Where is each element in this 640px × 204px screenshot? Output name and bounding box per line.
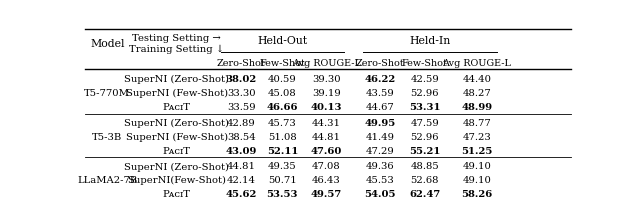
Text: SuperNI (Zero-Shot): SuperNI (Zero-Shot) (124, 162, 229, 171)
Text: 40.13: 40.13 (311, 103, 342, 112)
Text: LLaMA2-7B: LLaMA2-7B (77, 175, 138, 184)
Text: 47.23: 47.23 (463, 132, 491, 141)
Text: Held-In: Held-In (409, 36, 451, 46)
Text: 39.30: 39.30 (312, 75, 341, 84)
Text: SuperNI(Few-Shot): SuperNI(Few-Shot) (127, 175, 226, 185)
Text: 50.71: 50.71 (268, 175, 297, 184)
Text: 53.53: 53.53 (267, 189, 298, 198)
Text: 45.08: 45.08 (268, 89, 297, 98)
Text: 51.08: 51.08 (268, 132, 297, 141)
Text: 55.21: 55.21 (409, 146, 440, 155)
Text: 49.35: 49.35 (268, 162, 297, 171)
Text: 58.26: 58.26 (461, 189, 492, 198)
Text: 47.29: 47.29 (365, 146, 394, 155)
Text: 51.25: 51.25 (461, 146, 493, 155)
Text: 33.30: 33.30 (227, 89, 255, 98)
Text: 42.59: 42.59 (410, 75, 439, 84)
Text: 49.57: 49.57 (311, 189, 342, 198)
Text: 47.60: 47.60 (311, 146, 342, 155)
Text: 49.10: 49.10 (462, 175, 492, 184)
Text: 38.54: 38.54 (227, 132, 255, 141)
Text: Avg ROUGE-L: Avg ROUGE-L (292, 59, 361, 68)
Text: PᴀᴄɪT: PᴀᴄɪT (163, 146, 191, 155)
Text: 43.09: 43.09 (225, 146, 257, 155)
Text: 41.49: 41.49 (365, 132, 395, 141)
Text: 46.43: 46.43 (312, 175, 341, 184)
Text: Model: Model (90, 39, 125, 49)
Text: 52.68: 52.68 (410, 175, 439, 184)
Text: SuperNI (Zero-Shot): SuperNI (Zero-Shot) (124, 118, 229, 127)
Text: 40.59: 40.59 (268, 75, 297, 84)
Text: 52.11: 52.11 (267, 146, 298, 155)
Text: 54.05: 54.05 (364, 189, 396, 198)
Text: 47.08: 47.08 (312, 162, 341, 171)
Text: SuperNI (Few-Shot): SuperNI (Few-Shot) (125, 89, 228, 98)
Text: Zero-Shot: Zero-Shot (217, 59, 266, 68)
Text: 44.81: 44.81 (227, 162, 256, 171)
Text: 46.66: 46.66 (267, 103, 298, 112)
Text: T5-770M: T5-770M (84, 89, 130, 98)
Text: 48.99: 48.99 (461, 103, 492, 112)
Text: 52.96: 52.96 (410, 132, 439, 141)
Text: Few-Shot: Few-Shot (402, 59, 447, 68)
Text: 48.77: 48.77 (463, 118, 491, 127)
Text: 62.47: 62.47 (409, 189, 440, 198)
Text: 43.59: 43.59 (365, 89, 394, 98)
Text: 48.85: 48.85 (410, 162, 439, 171)
Text: 42.14: 42.14 (227, 175, 256, 184)
Text: 49.10: 49.10 (462, 162, 492, 171)
Text: PᴀᴄɪT: PᴀᴄɪT (163, 103, 191, 112)
Text: 46.22: 46.22 (364, 75, 396, 84)
Text: 33.59: 33.59 (227, 103, 255, 112)
Text: 44.67: 44.67 (365, 103, 394, 112)
Text: Testing Setting →
Training Setting ↓: Testing Setting → Training Setting ↓ (129, 34, 224, 54)
Text: SuperNI (Zero-Shot): SuperNI (Zero-Shot) (124, 75, 229, 84)
Text: 42.89: 42.89 (227, 118, 255, 127)
Text: 45.62: 45.62 (225, 189, 257, 198)
Text: T5-3B: T5-3B (92, 132, 122, 141)
Text: 44.81: 44.81 (312, 132, 341, 141)
Text: 53.31: 53.31 (409, 103, 440, 112)
Text: 44.31: 44.31 (312, 118, 341, 127)
Text: Zero-Shot: Zero-Shot (356, 59, 404, 68)
Text: 44.40: 44.40 (462, 75, 492, 84)
Text: Few-Shot: Few-Shot (259, 59, 305, 68)
Text: 49.95: 49.95 (364, 118, 396, 127)
Text: 45.53: 45.53 (365, 175, 394, 184)
Text: Avg ROUGE-L: Avg ROUGE-L (442, 59, 511, 68)
Text: 52.96: 52.96 (410, 89, 439, 98)
Text: Held-Out: Held-Out (257, 36, 308, 46)
Text: 38.02: 38.02 (225, 75, 257, 84)
Text: SuperNI (Few-Shot): SuperNI (Few-Shot) (125, 132, 228, 141)
Text: 47.59: 47.59 (410, 118, 439, 127)
Text: 39.19: 39.19 (312, 89, 341, 98)
Text: PᴀᴄɪT: PᴀᴄɪT (163, 189, 191, 198)
Text: 48.27: 48.27 (463, 89, 491, 98)
Text: 45.73: 45.73 (268, 118, 297, 127)
Text: 49.36: 49.36 (366, 162, 394, 171)
